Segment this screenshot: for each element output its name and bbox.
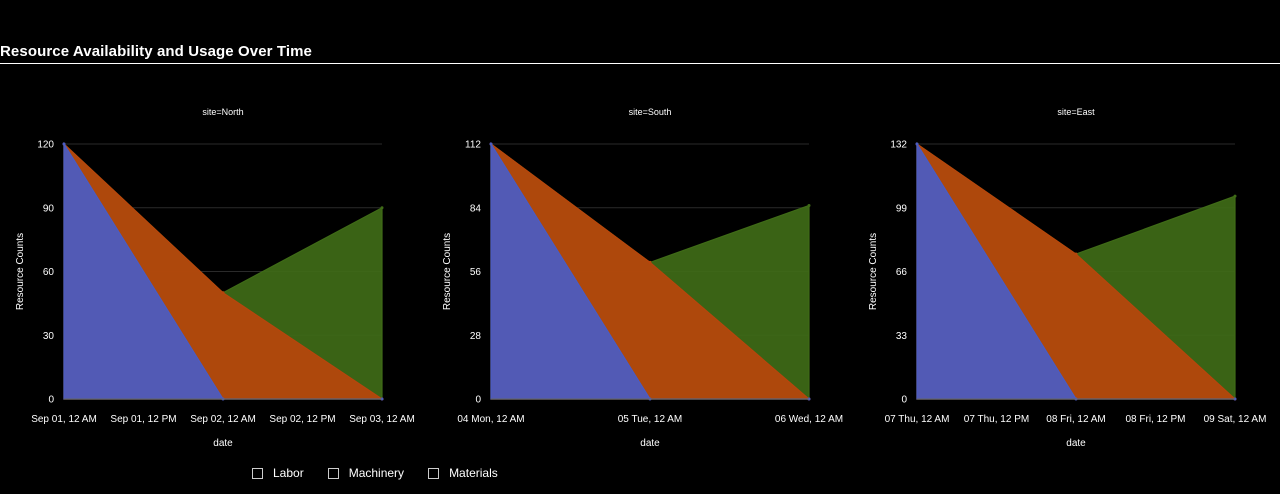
point-materials [807, 203, 811, 207]
point-machinery [648, 260, 652, 264]
x-tick-label: 07 Thu, 12 AM [885, 414, 950, 425]
y-tick-label: 0 [901, 395, 907, 406]
y-tick-label: 66 [896, 267, 908, 278]
x-tick-label: 08 Fri, 12 AM [1046, 414, 1105, 425]
chart-panel-1: site=North 0 30 60 90 120 Sep 01, 12 AM Sep 01,… [15, 107, 415, 449]
y-tick-label: 112 [465, 140, 481, 151]
y-tick-label: 132 [890, 140, 907, 151]
y-tick-label: 0 [48, 395, 54, 406]
legend-label-labor: Labor [273, 466, 304, 480]
legend-checkbox-labor[interactable] [252, 467, 263, 479]
y-tick-label: 56 [470, 267, 482, 278]
y-tick-label: 90 [43, 203, 55, 214]
legend-checkbox-machinery[interactable] [327, 467, 339, 479]
y-axis-title: Resource Counts [15, 233, 26, 310]
point-machinery [1074, 252, 1078, 256]
y-tick-label: 60 [43, 267, 55, 278]
legend-item-labor[interactable]: Labor [252, 466, 304, 480]
y-axis-title: Resource Counts [868, 233, 879, 310]
x-axis-title: date [1066, 438, 1086, 449]
legend-label-materials: Materials [449, 466, 498, 480]
x-tick-label: 09 Sat, 12 AM [1204, 414, 1267, 425]
x-tick-label: 05 Tue, 12 AM [618, 414, 683, 425]
legend-checkbox-materials[interactable] [428, 467, 440, 479]
y-tick-label: 84 [470, 203, 482, 214]
panel-title: site=North [202, 107, 243, 117]
x-tick-label: 07 Thu, 12 PM [964, 414, 1029, 425]
chart-panel-2: site=South 0 28 56 84 112 04 Mon, 12 AM 05 Tue,… [442, 107, 843, 449]
y-axis-title: Resource Counts [442, 233, 453, 310]
y-tick-label: 120 [37, 140, 54, 151]
point-machinery [221, 291, 225, 295]
panel-title: site=South [629, 107, 672, 117]
x-tick-label: Sep 02, 12 PM [269, 414, 335, 425]
legend-label-machinery: Machinery [348, 466, 405, 480]
point-materials [380, 206, 384, 210]
y-tick-label: 99 [896, 203, 908, 214]
x-tick-label: Sep 02, 12 AM [190, 414, 256, 425]
chart-panel-3: site=East 0 33 66 99 132 07 Thu, 12 AM 07 Thu, … [868, 107, 1266, 449]
point-labor [489, 142, 493, 146]
y-tick-label: 0 [475, 395, 481, 406]
y-tick-label: 30 [43, 331, 55, 342]
x-axis-title: date [213, 438, 233, 449]
panel-title: site=East [1057, 107, 1095, 117]
x-tick-label: 08 Fri, 12 PM [1125, 414, 1185, 425]
title-divider [0, 63, 1280, 64]
y-tick-label: 28 [470, 331, 482, 342]
x-tick-label: Sep 03, 12 AM [349, 414, 415, 425]
x-tick-label: Sep 01, 12 PM [110, 414, 176, 425]
legend-item-machinery[interactable]: Machinery [327, 466, 405, 480]
x-tick-label: 06 Wed, 12 AM [775, 414, 843, 425]
y-tick-label: 33 [896, 331, 908, 342]
legend-item-materials[interactable]: Materials [428, 466, 498, 480]
page-title: Resource Availability and Usage Over Tim… [0, 43, 313, 60]
x-tick-label: Sep 01, 12 AM [31, 414, 97, 425]
x-tick-label: 04 Mon, 12 AM [457, 414, 524, 425]
legend: Labor Machinery Materials [252, 466, 522, 480]
point-materials [1233, 194, 1237, 198]
x-axis-title: date [640, 438, 660, 449]
point-labor [62, 142, 66, 146]
point-labor [915, 142, 919, 146]
